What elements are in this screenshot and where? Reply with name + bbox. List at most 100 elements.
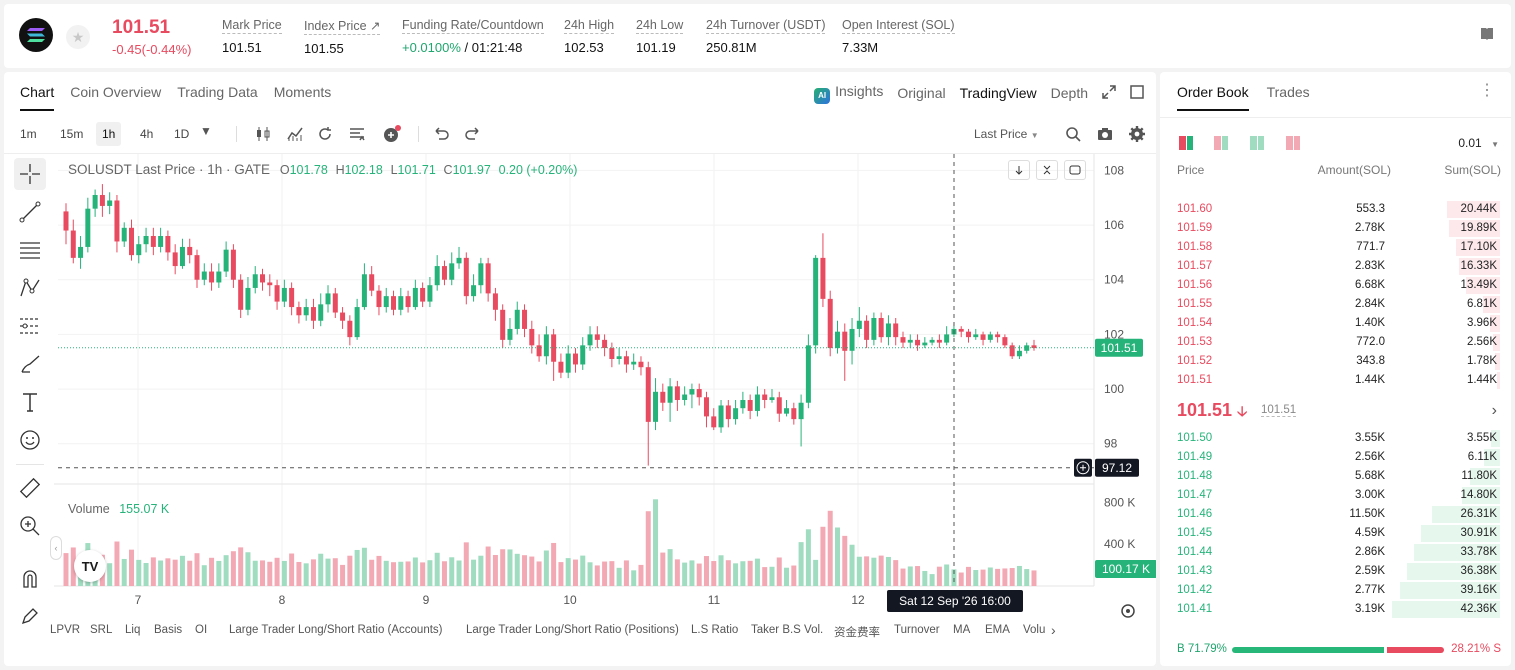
indicator-oi[interactable]: OI <box>195 624 208 636</box>
timeframe-15m[interactable]: 15m <box>60 127 84 141</box>
brush-tool-icon[interactable] <box>14 348 46 380</box>
candle-body <box>471 285 477 297</box>
bid-row[interactable]: 101.45 4.59K 30.91K <box>1160 524 1511 543</box>
row-price: 101.42 <box>1177 584 1213 596</box>
book-icon[interactable] <box>1479 26 1495 42</box>
forecast-tool-icon[interactable] <box>14 310 46 342</box>
ruler-tool-icon[interactable] <box>14 472 46 504</box>
fullscreen-icon[interactable] <box>1130 85 1144 102</box>
bid-row[interactable]: 101.47 3.00K 14.80K <box>1160 486 1511 505</box>
ask-row[interactable]: 101.58 771.7 17.10K <box>1160 238 1511 257</box>
bid-row[interactable]: 101.48 5.68K 11.80K <box>1160 467 1511 486</box>
bid-row[interactable]: 101.50 3.55K 3.55K <box>1160 429 1511 448</box>
tab-trading-data[interactable]: Trading Data <box>177 84 258 100</box>
candle-body <box>281 287 287 302</box>
price-chart[interactable]: 108 106 104 102 100 98 800 K 400 K 7 8 9 10 11 12 101… <box>54 154 1156 666</box>
precision-select[interactable]: 0.01 ▼ <box>1458 136 1499 150</box>
indicator-ema[interactable]: EMA <box>985 624 1010 636</box>
scroll-right-icon[interactable]: › <box>1051 622 1056 638</box>
layout-asks-icon[interactable] <box>1214 136 1228 150</box>
emoji-tool-icon[interactable] <box>14 424 46 456</box>
volume-bar <box>682 562 688 586</box>
indicator-taker-bs-vol[interactable]: Taker B.S Vol. <box>751 624 824 636</box>
timeframe-1m[interactable]: 1m <box>20 127 37 141</box>
indicator-large-trader-accounts[interactable]: Large Trader Long/Short Ratio (Accounts) <box>229 624 443 636</box>
fib-lines-tool-icon[interactable] <box>14 234 46 266</box>
pattern-tool-icon[interactable] <box>14 272 46 304</box>
ask-row[interactable]: 101.60 553.3 20.44K <box>1160 200 1511 219</box>
maximize-pane-icon[interactable] <box>1064 160 1086 180</box>
timeframe-4h[interactable]: 4h <box>140 127 154 141</box>
layout-both-icon[interactable] <box>1179 136 1193 150</box>
redo-icon[interactable] <box>464 125 482 143</box>
camera-icon[interactable] <box>1096 125 1114 143</box>
bid-row[interactable]: 101.46 11.50K 26.31K <box>1160 505 1511 524</box>
ask-row[interactable]: 101.53 772.0 2.56K <box>1160 333 1511 352</box>
indicator-ls-ratio[interactable]: L.S Ratio <box>691 624 739 636</box>
bid-row[interactable]: 101.41 3.19K 42.36K <box>1160 600 1511 619</box>
timeframe-1h[interactable]: 1h <box>96 122 122 146</box>
bid-row[interactable]: 101.44 2.86K 33.78K <box>1160 543 1511 562</box>
magnet-tool-icon[interactable] <box>14 562 46 594</box>
tab-order-book[interactable]: Order Book <box>1177 84 1249 111</box>
layout-bids-icon[interactable] <box>1250 136 1264 150</box>
indicator-large-trader-positions[interactable]: Large Trader Long/Short Ratio (Positions… <box>466 624 679 636</box>
more-options-icon[interactable]: ⋮ <box>1479 82 1495 99</box>
crosshair-tool-icon[interactable] <box>14 158 46 190</box>
settings-gear-icon[interactable] <box>1128 125 1146 143</box>
tradingview-logo-icon[interactable]: TV <box>74 550 106 582</box>
search-icon[interactable] <box>1064 125 1082 143</box>
insights-button[interactable]: AI Insights <box>814 83 883 104</box>
ask-row[interactable]: 101.59 2.78K 19.89K <box>1160 219 1511 238</box>
indicator-srl[interactable]: SRL <box>90 624 113 636</box>
caret-down-icon[interactable]: ▼ <box>200 124 212 138</box>
legend-o-label: O <box>279 163 290 177</box>
indicator-ma[interactable]: MA <box>953 624 971 636</box>
candle-body <box>864 320 870 340</box>
timeframe-1d[interactable]: 1D <box>174 127 190 141</box>
bid-row[interactable]: 101.42 2.77K 39.16K <box>1160 581 1511 600</box>
indicator-turnover[interactable]: Turnover <box>894 624 940 636</box>
pencil-lock-tool-icon[interactable] <box>14 600 46 632</box>
tab-coin-overview[interactable]: Coin Overview <box>70 84 162 100</box>
indicator-basis[interactable]: Basis <box>154 624 183 636</box>
bid-row[interactable]: 101.43 2.59K 36.38K <box>1160 562 1511 581</box>
indicator-volume[interactable]: Volu <box>1023 624 1046 636</box>
ask-row[interactable]: 101.56 6.68K 13.49K <box>1160 276 1511 295</box>
collapse-icon[interactable] <box>1036 160 1058 180</box>
view-original[interactable]: Original <box>897 85 946 102</box>
ask-row[interactable]: 101.54 1.40K 3.96K <box>1160 314 1511 333</box>
text-tool-icon[interactable] <box>14 386 46 418</box>
view-depth[interactable]: Depth <box>1050 85 1088 102</box>
arrow-down-icon[interactable] <box>1008 160 1030 180</box>
trendline-tool-icon[interactable] <box>14 196 46 228</box>
ask-row[interactable]: 101.51 1.44K 1.44K <box>1160 371 1511 390</box>
row-amount: 5.68K <box>1354 470 1385 482</box>
ask-row[interactable]: 101.57 2.83K 16.33K <box>1160 257 1511 276</box>
indicator-funding-rate[interactable]: 资金费率 <box>834 627 880 639</box>
chevron-right-icon[interactable]: › <box>1491 402 1497 419</box>
bid-row[interactable]: 101.49 2.56K 6.11K <box>1160 448 1511 467</box>
undo-icon[interactable] <box>432 125 450 143</box>
indicator-lpvr[interactable]: LPVR <box>50 624 81 636</box>
ask-row[interactable]: 101.52 343.8 1.78K <box>1160 352 1511 371</box>
tab-moments[interactable]: Moments <box>273 84 332 100</box>
add-indicator-icon[interactable] <box>382 125 401 143</box>
collapse-toolbar-icon[interactable]: ‹ <box>50 536 62 560</box>
tab-trades[interactable]: Trades <box>1266 84 1310 100</box>
replay-icon[interactable] <box>316 125 334 143</box>
indicators-icon[interactable] <box>286 125 304 143</box>
expand-icon[interactable] <box>1102 85 1116 102</box>
ask-row[interactable]: 101.55 2.84K 6.81K <box>1160 295 1511 314</box>
layout-sells-icon[interactable] <box>1286 136 1300 150</box>
stat-index-price[interactable]: Index Price ↗ 101.55 <box>304 18 381 56</box>
indicator-liq[interactable]: Liq <box>125 624 141 636</box>
view-tradingview[interactable]: TradingView <box>959 85 1037 102</box>
tab-chart[interactable]: Chart <box>20 84 55 111</box>
candlestick-type-icon[interactable] <box>254 125 272 143</box>
price-type-select[interactable]: Last Price ▼ <box>974 127 1039 141</box>
candle-body <box>78 246 84 258</box>
templates-icon[interactable] <box>348 125 366 143</box>
zoom-in-tool-icon[interactable] <box>14 510 46 542</box>
favorite-star-icon[interactable]: ★ <box>66 25 90 49</box>
